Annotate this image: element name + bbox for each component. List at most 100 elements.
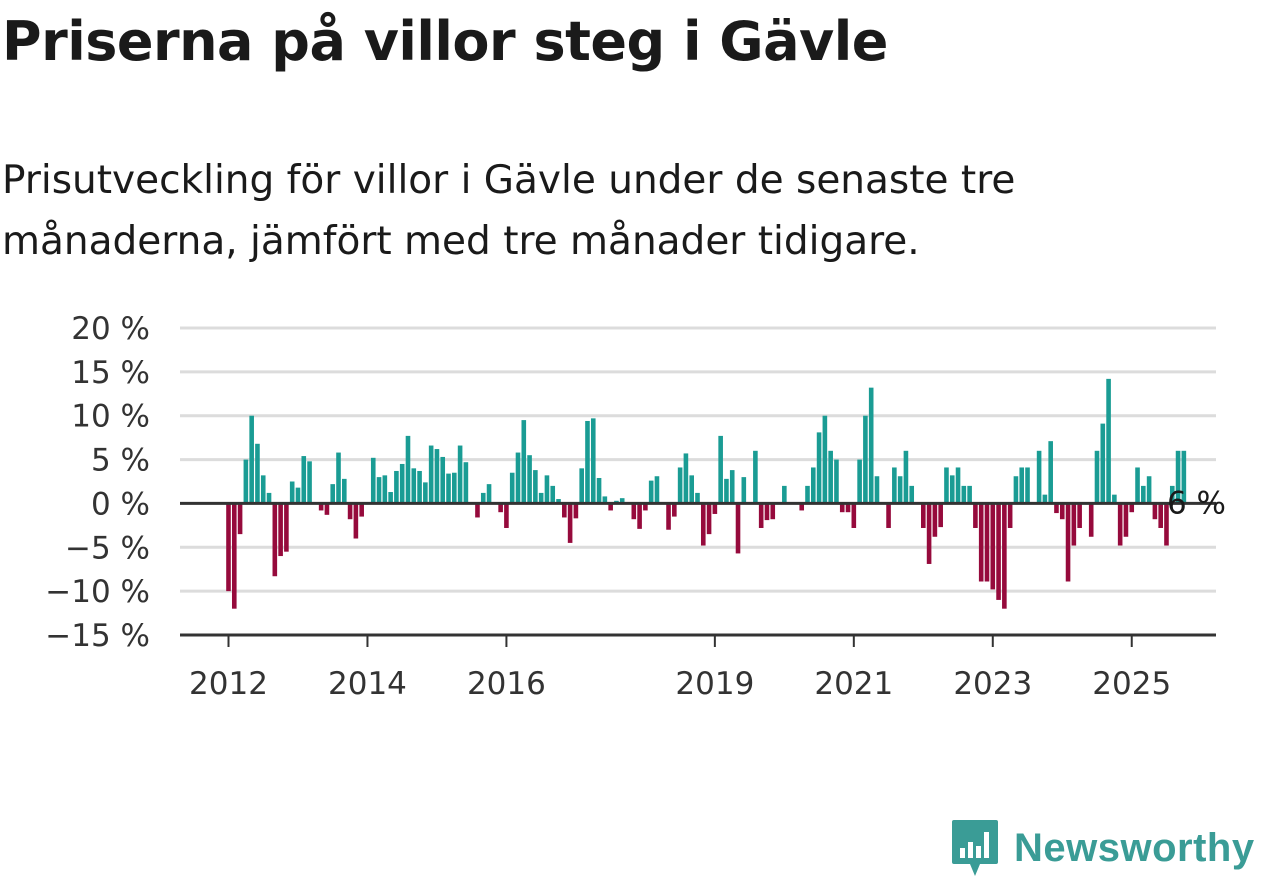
bar bbox=[226, 503, 231, 592]
bar bbox=[608, 503, 613, 511]
last-value-annotation: 6 % bbox=[1167, 486, 1226, 522]
bar bbox=[799, 503, 805, 511]
bar bbox=[255, 443, 260, 504]
bar bbox=[706, 503, 712, 535]
bar bbox=[260, 475, 266, 504]
bar bbox=[370, 457, 376, 504]
bar bbox=[585, 420, 590, 504]
bar bbox=[527, 455, 532, 504]
bar bbox=[562, 503, 567, 518]
bars bbox=[226, 378, 1187, 609]
bar bbox=[758, 503, 764, 528]
bar bbox=[921, 503, 926, 528]
bar bbox=[1123, 503, 1129, 537]
bar bbox=[1141, 485, 1146, 504]
bar bbox=[521, 420, 527, 504]
bar bbox=[556, 499, 561, 504]
bar bbox=[347, 503, 353, 520]
bar bbox=[874, 476, 880, 504]
x-tick-label: 2019 bbox=[675, 666, 754, 702]
bar bbox=[324, 503, 330, 515]
bar bbox=[602, 496, 608, 504]
bar bbox=[440, 456, 446, 504]
bar bbox=[643, 503, 648, 511]
bar bbox=[973, 503, 978, 528]
bar bbox=[1117, 503, 1123, 546]
bar bbox=[863, 415, 868, 504]
y-tick-label: 10 % bbox=[71, 399, 150, 435]
bar bbox=[1025, 467, 1030, 504]
axes bbox=[180, 501, 1216, 647]
bar bbox=[423, 482, 428, 504]
y-tick-label: 15 % bbox=[71, 355, 150, 391]
chart-title: Priserna på villor steg i Gävle bbox=[2, 10, 888, 73]
bar bbox=[689, 475, 694, 504]
gridlines bbox=[180, 326, 1216, 593]
bar bbox=[996, 503, 1001, 600]
bar bbox=[990, 503, 996, 590]
bar bbox=[886, 503, 891, 528]
bar bbox=[318, 503, 324, 511]
bar bbox=[816, 432, 822, 504]
chart-subtitle: Prisutveckling för villor i Gävle under … bbox=[2, 158, 1016, 264]
bar bbox=[452, 472, 457, 504]
bar bbox=[857, 459, 862, 504]
bar bbox=[764, 503, 770, 521]
bar bbox=[399, 463, 405, 504]
bar bbox=[1013, 476, 1019, 504]
x-tick-label: 2025 bbox=[1092, 666, 1171, 702]
bar bbox=[307, 461, 312, 504]
newsworthy-logo: Newsworthy bbox=[950, 818, 1255, 878]
bar bbox=[637, 503, 642, 529]
x-tick-label: 2012 bbox=[189, 666, 268, 702]
bar bbox=[573, 503, 579, 519]
bar bbox=[805, 485, 810, 504]
bar bbox=[839, 503, 845, 513]
bar bbox=[1019, 467, 1025, 504]
x-tick-label: 2014 bbox=[328, 666, 407, 702]
bar bbox=[249, 415, 254, 504]
bar bbox=[1106, 378, 1111, 504]
bar bbox=[1175, 450, 1181, 504]
bar bbox=[868, 387, 874, 504]
y-tick-label: −15 % bbox=[45, 618, 150, 654]
bar bbox=[845, 503, 851, 513]
bar bbox=[596, 477, 602, 504]
bar bbox=[932, 503, 938, 537]
bar bbox=[677, 467, 683, 504]
bar bbox=[718, 435, 723, 504]
y-tick-label: −5 % bbox=[65, 530, 150, 566]
bar bbox=[700, 503, 706, 546]
bar bbox=[428, 445, 434, 504]
bar bbox=[417, 470, 422, 504]
bar bbox=[463, 462, 469, 504]
bar bbox=[1100, 423, 1106, 504]
bar bbox=[1146, 476, 1152, 504]
bar bbox=[903, 450, 909, 504]
bar bbox=[1158, 503, 1163, 528]
bar bbox=[498, 503, 503, 513]
bar bbox=[672, 503, 677, 517]
bar bbox=[434, 449, 440, 504]
bar bbox=[1048, 441, 1053, 504]
bar bbox=[938, 503, 943, 528]
bar bbox=[1071, 503, 1077, 546]
bar bbox=[1007, 503, 1013, 528]
bar bbox=[897, 476, 903, 504]
bar bbox=[810, 467, 816, 504]
bar bbox=[509, 472, 515, 504]
bar bbox=[394, 470, 399, 504]
bar bbox=[359, 503, 364, 517]
bar bbox=[486, 484, 492, 504]
bar bbox=[405, 435, 411, 504]
x-tick-label: 2021 bbox=[814, 666, 893, 702]
bar bbox=[457, 445, 463, 504]
bar bbox=[567, 503, 573, 543]
x-tick-label: 2023 bbox=[953, 666, 1032, 702]
bar bbox=[978, 503, 984, 582]
bar bbox=[1094, 450, 1100, 504]
bar bbox=[1059, 503, 1065, 520]
bar bbox=[741, 477, 747, 504]
bar bbox=[1129, 503, 1135, 513]
bar bbox=[475, 503, 480, 518]
